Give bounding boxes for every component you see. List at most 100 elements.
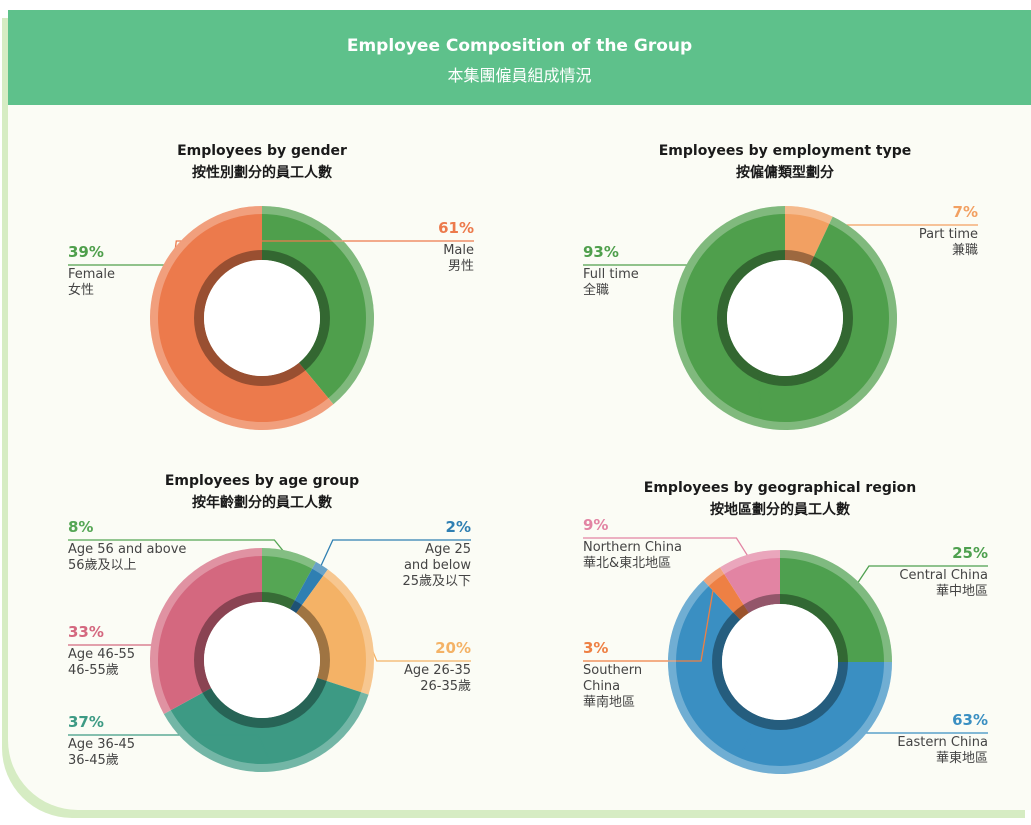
- slice-percent: 61%: [438, 219, 474, 237]
- chart-title-zh: 按僱傭類型劃分: [736, 165, 834, 181]
- slice-name-zh: 56歲及以上: [68, 558, 137, 573]
- slice-name: Central China: [899, 568, 988, 583]
- slice-label: 7% Part time 兼職: [868, 203, 978, 259]
- slice-name-zh: 全職: [583, 283, 610, 298]
- slice-name-zh: 男性: [447, 259, 474, 274]
- slice-percent: 7%: [952, 203, 978, 221]
- donut-slice: [673, 206, 898, 431]
- leader-line: [362, 626, 471, 662]
- donut-rim: [150, 206, 374, 430]
- slice-name-zh: 36-45歲: [68, 753, 119, 768]
- leader-line: [318, 539, 471, 571]
- slice-label: 9% Northern China 華北&東北地區: [583, 516, 691, 572]
- slice-name: Northern China: [583, 540, 682, 555]
- chart-title-zh: 按性別劃分的員工人數: [192, 165, 332, 181]
- leader-line: [68, 264, 363, 283]
- leader-line: [737, 732, 988, 760]
- slice-percent: 25%: [952, 544, 988, 562]
- slice-name: Age 26-35: [403, 663, 471, 678]
- chart-title: Employees by age group 按年齡劃分的員工人數: [62, 470, 462, 514]
- slice-name-zh: 華北&東北地區: [583, 556, 672, 571]
- slice-name: Southern China: [583, 663, 643, 694]
- donut-hole: [722, 604, 838, 720]
- slice-name: Age 56 and above: [68, 542, 187, 557]
- slice-percent: 2%: [445, 518, 471, 536]
- slice-percent: 63%: [952, 711, 988, 729]
- donut-hole: [204, 602, 320, 718]
- slice-name-zh: 女性: [68, 283, 95, 298]
- slice-label: 25% Central China 華中地區: [868, 544, 988, 600]
- slice-label: 2% Age 25 and below 25歲及以下: [399, 518, 471, 590]
- donut-rim: [668, 550, 892, 774]
- slice-percent: 37%: [68, 713, 104, 731]
- slice-name-zh: 華東地區: [935, 751, 988, 766]
- slice-label: 39% Female 女性: [68, 243, 188, 299]
- slice-percent: 20%: [435, 639, 471, 657]
- donut-hole: [727, 260, 843, 376]
- slice-label: 63% Eastern China 華東地區: [868, 711, 988, 767]
- header-subtitle: 本集團僱員組成情況: [447, 66, 592, 85]
- slice-name: Age 25 and below: [403, 542, 471, 573]
- slice-percent: 93%: [583, 243, 619, 261]
- donut-slice: [149, 548, 262, 714]
- donut-inner-band: [712, 594, 848, 730]
- slice-name-zh: 華南地區: [583, 695, 636, 710]
- slice-name: Age 46-55: [68, 647, 136, 662]
- donut-slice: [262, 548, 316, 610]
- donut-slice: [262, 206, 374, 405]
- leader-line: [583, 264, 763, 422]
- leader-line: [68, 539, 289, 558]
- slice-label: 33% Age 46-55 46-55歲: [68, 623, 168, 679]
- donut-hole: [204, 260, 320, 376]
- donut-slice: [719, 550, 780, 614]
- donut-slice: [785, 206, 833, 266]
- chart-title-en: Employees by employment type: [658, 143, 912, 159]
- donut-slice: [163, 677, 369, 773]
- slice-label: 37% Age 36-45 36-45歲: [68, 713, 168, 769]
- slice-name: Male: [443, 243, 474, 258]
- slice-name-zh: 25歲及以下: [402, 574, 471, 589]
- leader-line: [68, 605, 172, 646]
- donut-slice: [668, 580, 892, 775]
- chart-title-zh: 按地區劃分的員工人數: [710, 502, 850, 518]
- slice-name-zh: 兼職: [951, 243, 978, 258]
- donut-inner-band: [194, 250, 330, 386]
- leader-line: [583, 537, 751, 561]
- leader-line: [68, 734, 273, 766]
- donut-slice: [289, 561, 328, 614]
- slice-name: Full time: [583, 267, 639, 282]
- chart-title-zh: 按年齡劃分的員工人數: [192, 495, 332, 511]
- slice-name-zh: 華中地區: [935, 584, 988, 599]
- donut-rim: [673, 206, 897, 430]
- slice-name-zh: 46-55歲: [68, 663, 119, 678]
- header-title: Employee Composition of the Group: [346, 36, 693, 56]
- chart-title: Employees by employment type 按僱傭類型劃分: [585, 140, 985, 184]
- donut-slice: [296, 569, 375, 695]
- chart-title-en: Employees by age group: [164, 473, 360, 489]
- slice-name: Eastern China: [897, 735, 988, 750]
- donut-slice: [150, 206, 334, 431]
- slice-name: Female: [68, 267, 116, 282]
- slice-label: 8% Age 56 and above 56歲及以上: [68, 518, 218, 574]
- slice-label: 3% Southern China 華南地區: [583, 639, 643, 711]
- slice-label: 20% Age 26-35 26-35歲: [371, 639, 471, 695]
- slice-label: 61% Male 男性: [364, 219, 474, 275]
- slice-percent: 3%: [583, 639, 609, 657]
- slice-percent: 9%: [583, 516, 609, 534]
- header: Employee Composition of the Group 本集團僱員組…: [8, 10, 1031, 105]
- leader-line: [161, 240, 474, 354]
- slice-name: Part time: [918, 227, 978, 242]
- slice-percent: 39%: [68, 243, 104, 261]
- slice-percent: 8%: [68, 518, 94, 536]
- chart-title-en: Employees by geographical region: [643, 480, 917, 496]
- donut-inner-band: [194, 592, 330, 728]
- leader-line: [583, 578, 716, 662]
- chart-title: Employees by gender 按性別劃分的員工人數: [62, 140, 462, 184]
- slice-name-zh: 26-35歲: [420, 679, 471, 694]
- slice-name: Age 36-45: [68, 737, 136, 752]
- chart-title-en: Employees by gender: [177, 143, 347, 159]
- donut-inner-band: [717, 250, 853, 386]
- donut-slice: [780, 550, 892, 662]
